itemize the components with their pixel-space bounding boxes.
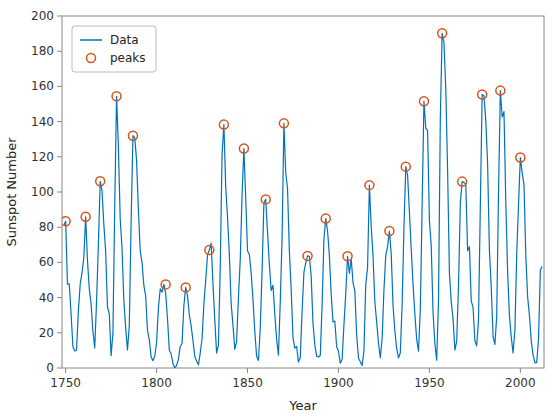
peak-marker — [161, 280, 170, 289]
y-tick-label: 180 — [31, 44, 54, 58]
x-axis-label: Year — [288, 398, 317, 413]
plot-frame — [62, 16, 544, 368]
y-tick — [57, 227, 62, 228]
x-tick-label: 1800 — [141, 376, 172, 390]
peak-marker — [62, 217, 70, 226]
peak-marker — [438, 29, 447, 38]
y-tick-label: 60 — [39, 255, 54, 269]
axes: 1750 1800 1850 1900 1950 2000 0 20 40 60 80 100 120 1… — [31, 9, 536, 390]
y-tick — [57, 16, 62, 17]
x-tick-label: 2000 — [505, 376, 536, 390]
peak-marker — [181, 283, 190, 292]
y-tick — [57, 297, 62, 298]
peak-marker — [261, 195, 270, 204]
legend-label: Data — [110, 33, 139, 47]
y-tick — [57, 51, 62, 52]
peak-marker — [365, 181, 374, 190]
x-tick — [247, 368, 248, 373]
x-tick-label: 1950 — [414, 376, 445, 390]
y-tick — [57, 86, 62, 87]
y-tick — [57, 368, 62, 369]
y-tick — [57, 156, 62, 157]
legend-box — [72, 26, 156, 72]
y-tick-label: 140 — [31, 115, 54, 129]
x-tick — [65, 368, 66, 373]
chart: 1750 1800 1850 1900 1950 2000 0 20 40 60 80 100 120 1… — [0, 0, 560, 420]
peak-marker — [205, 246, 214, 255]
y-tick-label: 40 — [39, 291, 54, 305]
x-tick-label: 1900 — [323, 376, 354, 390]
plot-area — [62, 29, 542, 368]
peak-marker — [303, 251, 312, 260]
legend-swatch — [87, 54, 96, 63]
peak-marker — [385, 227, 394, 236]
y-tick-label: 160 — [31, 79, 54, 93]
y-tick-label: 120 — [31, 150, 54, 164]
y-tick-label: 100 — [31, 185, 54, 199]
y-tick — [57, 192, 62, 193]
legend-label: peaks — [110, 51, 146, 65]
x-tick — [338, 368, 339, 373]
x-tick-label: 1850 — [232, 376, 263, 390]
peak-marker — [96, 177, 105, 186]
y-tick-label: 80 — [39, 220, 54, 234]
x-tick-label: 1750 — [50, 376, 81, 390]
y-tick-label: 0 — [46, 361, 54, 375]
peak-marker — [279, 119, 288, 128]
peak-marker — [401, 162, 410, 171]
y-tick — [57, 121, 62, 122]
legend: Data peaks — [72, 26, 156, 72]
legend-swatch — [80, 39, 102, 41]
peak-marker — [478, 90, 487, 99]
peak-marker — [343, 252, 352, 261]
peak-marker — [321, 214, 330, 223]
y-tick — [57, 332, 62, 333]
peak-marker — [239, 144, 248, 153]
series-line — [64, 33, 542, 368]
peak-marker — [516, 153, 525, 162]
peak-marker — [128, 131, 137, 140]
y-tick-label: 20 — [39, 326, 54, 340]
peak-marker — [112, 92, 121, 101]
x-tick — [429, 368, 430, 373]
y-axis-label: Sunspot Number — [4, 137, 19, 247]
x-tick — [156, 368, 157, 373]
peak-marker — [458, 177, 467, 186]
peak-marker — [496, 86, 505, 95]
y-tick-label: 200 — [31, 9, 54, 23]
y-tick — [57, 262, 62, 263]
peak-marker — [219, 120, 228, 129]
peak-marker — [81, 212, 90, 221]
x-tick — [520, 368, 521, 373]
peak-marker — [419, 97, 428, 106]
